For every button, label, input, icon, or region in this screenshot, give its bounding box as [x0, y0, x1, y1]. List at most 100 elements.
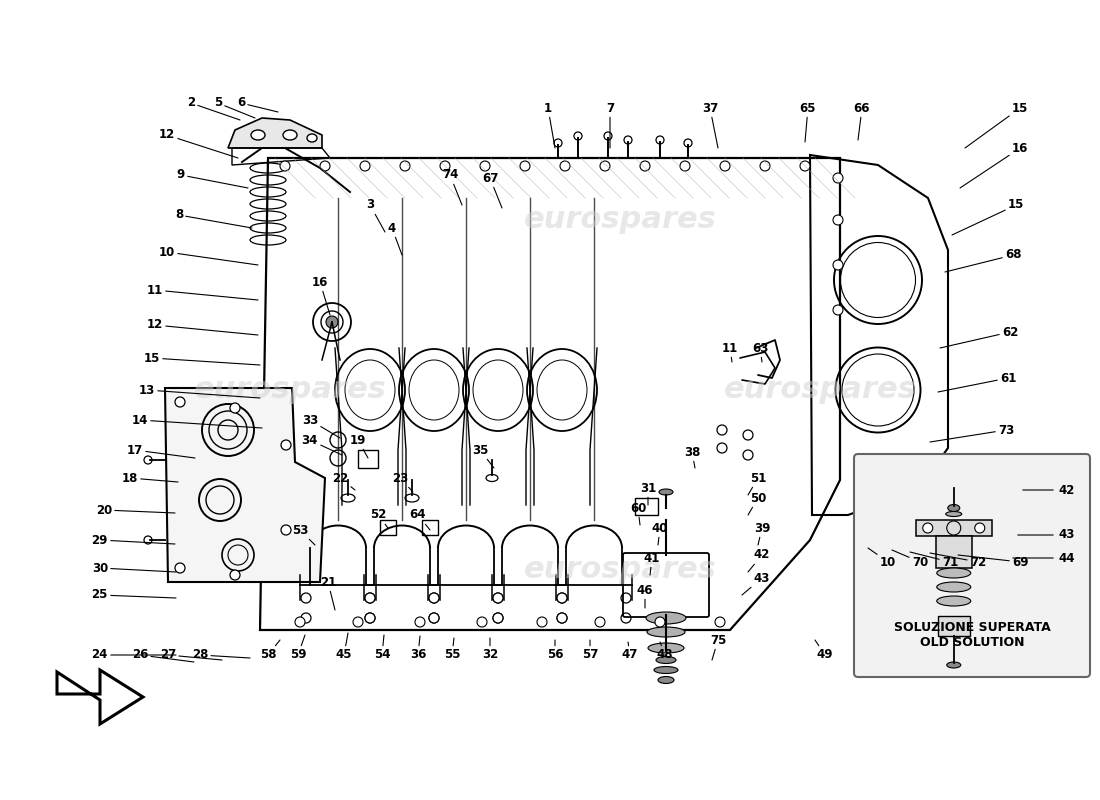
Circle shape [975, 523, 984, 533]
Circle shape [365, 593, 375, 603]
Ellipse shape [283, 130, 297, 140]
Text: 12: 12 [158, 129, 238, 158]
Text: 14: 14 [132, 414, 262, 428]
Text: 28: 28 [191, 649, 250, 662]
Text: 6: 6 [236, 97, 278, 112]
Circle shape [400, 161, 410, 171]
Circle shape [301, 593, 311, 603]
Circle shape [230, 403, 240, 413]
Ellipse shape [648, 643, 684, 653]
Text: 62: 62 [940, 326, 1019, 348]
Ellipse shape [646, 612, 686, 624]
Circle shape [365, 593, 375, 603]
Text: 60: 60 [630, 502, 646, 525]
Ellipse shape [658, 677, 674, 683]
Text: 56: 56 [547, 640, 563, 662]
Text: 70: 70 [892, 550, 928, 569]
Text: 71: 71 [910, 552, 958, 569]
Text: 73: 73 [930, 423, 1014, 442]
Text: 36: 36 [410, 636, 426, 662]
Text: 59: 59 [289, 635, 306, 662]
Text: 38: 38 [684, 446, 701, 468]
Text: 74: 74 [442, 169, 462, 205]
Text: 21: 21 [320, 575, 337, 610]
Text: 42: 42 [748, 549, 770, 572]
Ellipse shape [251, 130, 265, 140]
Circle shape [656, 136, 664, 144]
Ellipse shape [659, 489, 673, 495]
Text: 40: 40 [652, 522, 668, 545]
Circle shape [717, 443, 727, 453]
FancyBboxPatch shape [854, 454, 1090, 677]
Text: 41: 41 [644, 551, 660, 575]
Text: 63: 63 [751, 342, 768, 362]
Circle shape [833, 215, 843, 225]
Polygon shape [57, 670, 143, 724]
Text: 43: 43 [742, 571, 770, 595]
Circle shape [477, 617, 487, 627]
Text: 24: 24 [91, 649, 176, 662]
Circle shape [717, 425, 727, 435]
Ellipse shape [937, 596, 971, 606]
Circle shape [557, 613, 566, 623]
Text: 33: 33 [301, 414, 340, 438]
Text: 8: 8 [175, 209, 252, 228]
Circle shape [429, 613, 439, 623]
Circle shape [144, 456, 152, 464]
Circle shape [560, 161, 570, 171]
Polygon shape [165, 388, 324, 582]
Text: eurospares: eurospares [724, 375, 916, 405]
Circle shape [365, 613, 375, 623]
Text: 69: 69 [958, 555, 1028, 569]
Circle shape [360, 161, 370, 171]
Circle shape [280, 161, 290, 171]
Text: 29: 29 [91, 534, 175, 546]
Text: 42: 42 [1058, 483, 1075, 497]
Circle shape [493, 613, 503, 623]
Circle shape [624, 136, 632, 144]
Polygon shape [916, 520, 992, 536]
Text: 46: 46 [637, 583, 653, 608]
Circle shape [493, 593, 503, 603]
Text: 72: 72 [930, 553, 986, 569]
Ellipse shape [947, 662, 960, 668]
Text: 65: 65 [800, 102, 816, 142]
Circle shape [640, 161, 650, 171]
Text: 26: 26 [132, 649, 194, 662]
Circle shape [621, 593, 631, 603]
Text: 51: 51 [748, 471, 767, 495]
Text: 53: 53 [292, 523, 315, 545]
Circle shape [557, 593, 566, 603]
Circle shape [654, 617, 666, 627]
Polygon shape [938, 616, 970, 636]
Circle shape [760, 161, 770, 171]
Text: eurospares: eurospares [524, 206, 716, 234]
Text: 27: 27 [160, 649, 222, 662]
Circle shape [557, 593, 566, 603]
Circle shape [429, 593, 439, 603]
Circle shape [175, 397, 185, 407]
Text: 15: 15 [965, 102, 1028, 148]
Text: 47: 47 [621, 642, 638, 662]
Text: 30: 30 [91, 562, 176, 574]
Circle shape [280, 525, 292, 535]
Circle shape [520, 161, 530, 171]
Circle shape [680, 161, 690, 171]
Circle shape [720, 161, 730, 171]
Text: 55: 55 [443, 638, 460, 662]
Text: 17: 17 [126, 443, 195, 458]
Text: 19: 19 [350, 434, 368, 458]
Circle shape [429, 593, 439, 603]
Circle shape [326, 316, 338, 328]
Text: 44: 44 [1058, 551, 1075, 565]
Text: 10: 10 [158, 246, 258, 265]
Circle shape [493, 613, 503, 623]
Text: 15: 15 [952, 198, 1024, 235]
Circle shape [715, 617, 725, 627]
Ellipse shape [654, 666, 678, 674]
Text: 11: 11 [722, 342, 738, 362]
Text: eurospares: eurospares [194, 375, 386, 405]
Circle shape [742, 430, 754, 440]
Circle shape [574, 132, 582, 140]
Text: eurospares: eurospares [524, 555, 716, 585]
